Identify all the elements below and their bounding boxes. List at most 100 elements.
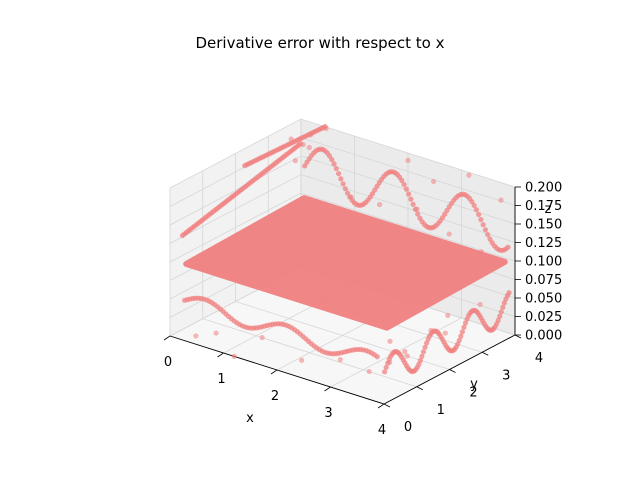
data-point xyxy=(477,301,483,308)
data-point xyxy=(306,144,312,151)
edge-point xyxy=(462,320,469,326)
y-tick xyxy=(514,334,522,339)
y-axis-label: y xyxy=(470,377,478,392)
edge-point xyxy=(480,222,486,228)
data-point xyxy=(231,353,237,359)
x-axis-label: x xyxy=(246,411,254,426)
data-point xyxy=(405,157,411,163)
x-tick-label: 1 xyxy=(217,372,225,387)
edge-point xyxy=(340,181,346,187)
data-point xyxy=(323,125,329,131)
edge-point xyxy=(482,227,489,233)
data-point xyxy=(300,142,306,148)
edge-point xyxy=(487,236,493,242)
data-point xyxy=(466,172,472,178)
data-point xyxy=(259,334,265,341)
data-point xyxy=(414,206,420,212)
z-tick-label: 0.000 xyxy=(525,329,562,344)
edge-point xyxy=(382,369,388,375)
surface-sheet xyxy=(183,195,508,331)
edge-point xyxy=(338,176,344,182)
grid-line-z xyxy=(169,192,516,263)
chart-title: Derivative error with respect to x xyxy=(195,34,445,52)
edge-point xyxy=(473,207,479,213)
edge-point xyxy=(485,231,491,238)
y-tick xyxy=(416,386,423,391)
y-tick xyxy=(449,369,456,373)
edge-point xyxy=(331,161,337,167)
y-tick-label: 3 xyxy=(502,368,510,383)
grid-line-z xyxy=(169,155,516,226)
edge-point xyxy=(403,186,409,192)
data-point xyxy=(387,359,393,365)
edge-point xyxy=(458,333,464,339)
data-point xyxy=(446,231,452,237)
edge-point xyxy=(374,354,380,360)
edge-point xyxy=(471,202,477,208)
edge-point xyxy=(399,177,405,184)
edge-point xyxy=(422,344,428,350)
data-point xyxy=(402,348,408,355)
data-point xyxy=(292,158,298,164)
edge-point xyxy=(406,191,412,197)
data-point xyxy=(307,132,314,138)
x-tick-label: 0 xyxy=(164,355,172,370)
y-tick xyxy=(383,403,391,408)
edge-point xyxy=(500,304,506,310)
data-point xyxy=(428,327,434,333)
edge-point xyxy=(417,357,423,364)
data-point xyxy=(445,312,451,318)
edge-point xyxy=(478,216,484,223)
data-point xyxy=(213,330,219,336)
edge-point xyxy=(461,324,467,330)
data-point xyxy=(404,353,410,359)
data-point xyxy=(299,357,305,363)
x-tick xyxy=(217,352,224,358)
edge-point xyxy=(501,300,507,306)
y-tick-label: 0 xyxy=(404,420,412,435)
data-point xyxy=(498,197,504,203)
y-tick xyxy=(482,351,489,356)
data-point xyxy=(366,368,372,375)
scatter-points xyxy=(179,124,512,375)
z-axis-label: z xyxy=(545,202,552,217)
x-tick xyxy=(270,369,278,375)
x-tick-label: 3 xyxy=(324,406,332,421)
edge-point xyxy=(420,349,427,355)
edge-point xyxy=(506,290,512,296)
edge-point xyxy=(345,190,351,196)
error-surface xyxy=(183,195,508,331)
x-tick xyxy=(324,386,331,392)
data-point xyxy=(478,249,484,255)
edge-point xyxy=(505,244,511,250)
x-tick xyxy=(163,335,171,341)
data-point xyxy=(288,136,294,142)
edge-point xyxy=(497,313,503,319)
edge-point xyxy=(498,309,504,315)
edge-point xyxy=(408,196,414,202)
edge-point xyxy=(495,317,501,323)
edge-point xyxy=(459,329,465,335)
data-point xyxy=(387,338,393,344)
edge-point xyxy=(335,170,342,177)
edge-point xyxy=(419,353,425,359)
z-tick-label: 0.200 xyxy=(525,181,562,196)
edge-point xyxy=(415,211,421,217)
y-tick-label: 1 xyxy=(437,403,445,418)
z-tick-label: 0.175 xyxy=(525,199,562,214)
edge-point xyxy=(383,364,389,370)
z-tick-label: 0.100 xyxy=(525,255,562,270)
x-tick-label: 2 xyxy=(271,389,279,404)
grid-line-z xyxy=(169,118,516,189)
data-point xyxy=(430,178,437,185)
z-tick-label: 0.025 xyxy=(525,310,562,325)
data-point xyxy=(348,194,354,200)
edge-point xyxy=(401,181,407,188)
edge-point xyxy=(342,186,348,192)
x-tick xyxy=(377,403,385,409)
data-point xyxy=(337,357,343,363)
edge-point xyxy=(469,198,475,205)
edge-point xyxy=(329,156,335,163)
data-point xyxy=(377,201,383,208)
